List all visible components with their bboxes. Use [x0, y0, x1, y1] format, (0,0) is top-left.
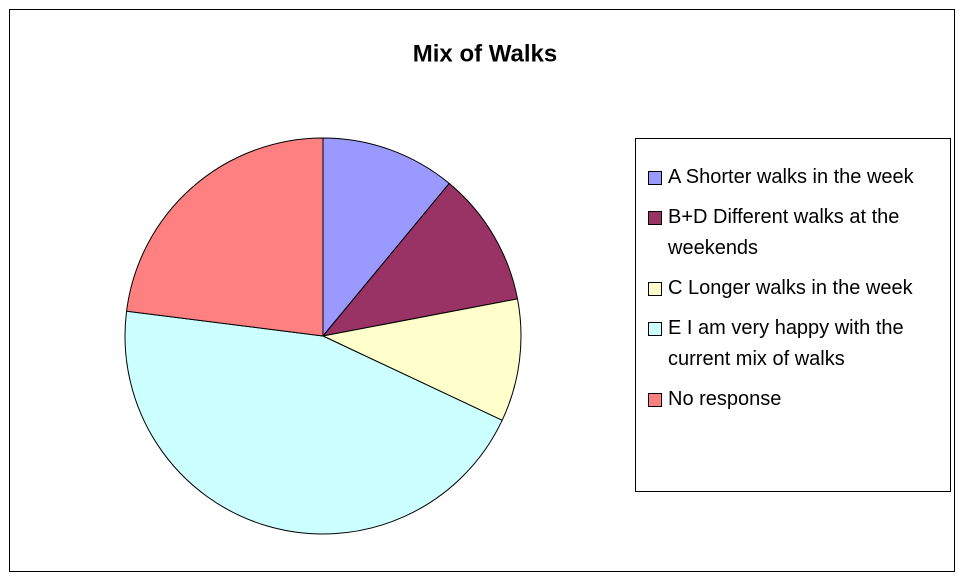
legend-swatch [648, 282, 662, 296]
pie-slice [321, 182, 519, 337]
pie-slice [124, 310, 503, 535]
legend-label: B+D Different walks at the weekends [668, 206, 900, 259]
legend-item: C Longer walks in the week [648, 273, 946, 304]
legend-item: A Shorter walks in the week [648, 162, 946, 193]
legend-label: E I am very happy with the current mix o… [668, 317, 904, 370]
legend-label: C Longer walks in the week [668, 277, 913, 299]
legend-swatch [648, 393, 662, 407]
legend-item: E I am very happy with the current mix o… [648, 313, 946, 375]
legend-label: No response [668, 388, 782, 410]
legend-swatch [648, 171, 662, 185]
legend-label: A Shorter walks in the week [668, 166, 914, 188]
chart-title: Mix of Walks [413, 40, 557, 67]
legend-item: No response [648, 384, 946, 415]
pie-slice [126, 137, 324, 337]
legend-swatch [648, 322, 662, 336]
legend-swatch [648, 211, 662, 225]
legend-item: B+D Different walks at the weekends [648, 202, 946, 264]
pie-slice [322, 137, 450, 338]
pie-slice [321, 298, 522, 421]
legend: A Shorter walks in the week B+D Different… [635, 138, 951, 492]
